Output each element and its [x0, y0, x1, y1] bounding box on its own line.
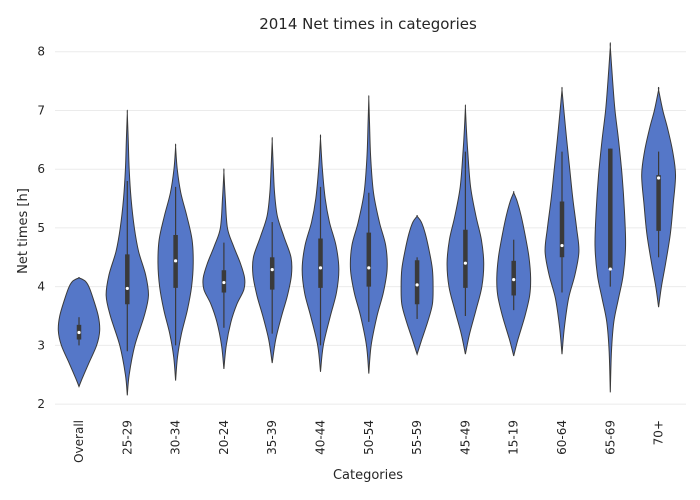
y-tick-label: 8: [37, 45, 45, 59]
violin-median: [463, 261, 467, 265]
x-tick-label: 35-39: [265, 420, 279, 455]
x-tick-label: 50-54: [362, 420, 376, 455]
violin-median: [174, 259, 178, 263]
violin-50-54: [349, 95, 388, 374]
chart-title: 2014 Net times in categories: [259, 15, 477, 33]
y-tick-label: 3: [37, 338, 45, 352]
x-tick-label: Overall: [72, 420, 86, 463]
violin-60-64: [544, 86, 580, 355]
x-tick-label: 15-19: [507, 420, 521, 455]
x-tick-label: 70+: [652, 420, 666, 445]
y-tick-label: 5: [37, 221, 45, 235]
violin-median: [270, 268, 274, 272]
y-tick-label: 4: [37, 280, 45, 294]
violin-median: [367, 266, 371, 270]
violin-20-24: [202, 168, 246, 369]
violin-median: [560, 243, 564, 248]
x-tick-label: 65-69: [603, 420, 617, 455]
violin-median: [415, 283, 419, 287]
x-tick-label: 45-49: [458, 420, 472, 455]
violin-65-69: [594, 42, 627, 393]
x-tick-label: 60-64: [555, 420, 569, 455]
violin-median: [657, 176, 661, 180]
violin-median: [77, 330, 81, 335]
violin-median: [318, 266, 323, 270]
y-axis-label: Net times [h]: [16, 188, 31, 274]
x-tick-label: 30-34: [169, 420, 183, 455]
violin-30-34: [157, 143, 194, 381]
y-tick-label: 7: [37, 103, 45, 117]
x-axis-label: Categories: [333, 468, 403, 483]
violin-Overall: [57, 276, 101, 388]
x-tick-label: 25-29: [120, 420, 134, 455]
violin-median: [125, 286, 129, 291]
y-tick-label: 2: [37, 397, 45, 411]
violin-45-49: [446, 104, 485, 355]
x-tick-labels: Overall 25-29 30-34 20-24 35-39 40-44 50-54 55-…: [72, 420, 666, 463]
violin-median: [512, 278, 516, 282]
violin-55-59: [400, 214, 434, 356]
violins: [57, 42, 677, 396]
violin-median: [222, 280, 226, 285]
violin-35-39: [251, 136, 293, 364]
violin-median: [608, 267, 612, 271]
y-tick-label: 6: [37, 162, 45, 176]
y-tick-labels: 2 3 4 5 6 7 8: [37, 45, 45, 411]
violin-25-29: [105, 109, 149, 396]
violin-15-19: [496, 191, 532, 357]
violin-70+: [641, 86, 677, 308]
violin-40-44: [301, 134, 340, 372]
x-tick-label: 40-44: [314, 420, 328, 455]
x-tick-label: 20-24: [217, 420, 231, 455]
x-tick-label: 55-59: [410, 420, 424, 455]
